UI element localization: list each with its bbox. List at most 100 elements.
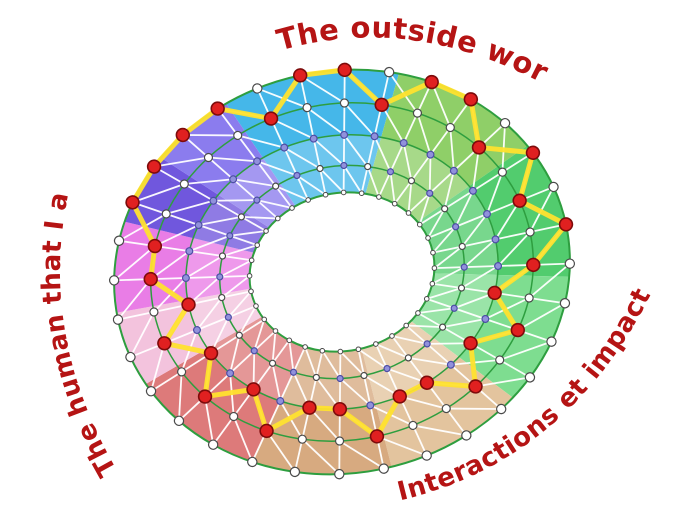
node[interactable] — [334, 436, 345, 446]
node[interactable] — [370, 132, 379, 141]
highlight-node[interactable] — [203, 345, 219, 361]
node[interactable] — [226, 232, 234, 240]
node[interactable] — [441, 403, 451, 414]
node[interactable] — [203, 152, 214, 163]
node[interactable] — [192, 326, 201, 335]
node[interactable] — [226, 369, 235, 378]
highlight-node[interactable] — [369, 429, 385, 444]
highlight-node[interactable] — [125, 195, 140, 210]
node[interactable] — [334, 468, 345, 480]
highlight-node[interactable] — [510, 322, 525, 338]
node[interactable] — [233, 130, 243, 141]
node[interactable] — [289, 368, 298, 376]
node[interactable] — [312, 373, 320, 382]
hole-node[interactable] — [337, 348, 344, 355]
hole-node[interactable] — [415, 310, 421, 316]
node[interactable] — [339, 98, 350, 108]
node[interactable] — [468, 186, 477, 195]
node[interactable] — [289, 466, 301, 478]
node[interactable] — [209, 196, 218, 205]
node[interactable] — [272, 182, 280, 190]
node[interactable] — [113, 235, 125, 246]
node[interactable] — [179, 179, 189, 189]
node[interactable] — [494, 262, 503, 271]
highlight-node[interactable] — [210, 101, 225, 116]
hole-node[interactable] — [322, 191, 329, 198]
hole-node[interactable] — [425, 235, 431, 241]
node[interactable] — [229, 175, 238, 184]
node[interactable] — [108, 275, 120, 286]
node[interactable] — [546, 336, 557, 347]
node[interactable] — [316, 164, 324, 173]
hole-node[interactable] — [305, 197, 311, 203]
hole-node[interactable] — [253, 303, 259, 309]
highlight-node[interactable] — [512, 193, 527, 208]
highlight-node[interactable] — [263, 111, 279, 126]
highlight-node[interactable] — [374, 97, 389, 113]
hole-node[interactable] — [272, 328, 279, 334]
hole-node[interactable] — [319, 347, 326, 354]
node[interactable] — [497, 167, 507, 177]
hole-node[interactable] — [275, 215, 281, 222]
node[interactable] — [194, 221, 203, 230]
node[interactable] — [280, 143, 289, 152]
node[interactable] — [450, 304, 458, 312]
hole-node[interactable] — [373, 341, 379, 347]
highlight-node[interactable] — [146, 159, 162, 174]
highlight-node[interactable] — [526, 257, 541, 273]
hole-node[interactable] — [391, 200, 398, 207]
node[interactable] — [499, 117, 511, 129]
node[interactable] — [173, 415, 185, 427]
node[interactable] — [235, 331, 243, 339]
hole-node[interactable] — [302, 344, 308, 350]
hole-node[interactable] — [423, 296, 430, 302]
node[interactable] — [445, 122, 455, 133]
node[interactable] — [253, 157, 262, 166]
node[interactable] — [421, 450, 432, 461]
hole-node[interactable] — [430, 249, 436, 256]
highlight-node[interactable] — [419, 375, 435, 390]
highlight-node[interactable] — [392, 389, 407, 404]
highlight-node[interactable] — [424, 74, 439, 90]
node[interactable] — [423, 340, 431, 348]
node[interactable] — [216, 273, 224, 281]
node[interactable] — [297, 434, 307, 444]
node[interactable] — [408, 420, 418, 431]
hole-node[interactable] — [389, 333, 395, 339]
hole-node[interactable] — [405, 210, 412, 216]
node[interactable] — [525, 227, 535, 237]
node[interactable] — [218, 252, 227, 260]
node[interactable] — [253, 196, 261, 204]
node[interactable] — [460, 263, 468, 271]
node[interactable] — [340, 161, 348, 170]
node[interactable] — [383, 364, 391, 373]
node[interactable] — [360, 371, 368, 380]
node[interactable] — [399, 138, 408, 147]
hole-node[interactable] — [254, 242, 261, 248]
hole-node[interactable] — [403, 322, 409, 329]
highlight-node[interactable] — [302, 400, 317, 415]
highlight-node[interactable] — [558, 217, 574, 232]
highlight-node[interactable] — [246, 382, 261, 397]
node[interactable] — [125, 351, 136, 363]
hole-node[interactable] — [429, 280, 436, 287]
node[interactable] — [161, 209, 171, 219]
highlight-node[interactable] — [337, 62, 352, 78]
node[interactable] — [181, 273, 190, 282]
node[interactable] — [461, 430, 472, 441]
node[interactable] — [149, 307, 159, 317]
node[interactable] — [446, 360, 455, 369]
node[interactable] — [495, 403, 507, 415]
node[interactable] — [268, 359, 277, 367]
hole-node[interactable] — [286, 337, 293, 344]
node[interactable] — [229, 411, 239, 422]
node[interactable] — [457, 284, 466, 292]
node[interactable] — [449, 166, 458, 175]
highlight-node[interactable] — [293, 68, 308, 83]
node[interactable] — [548, 181, 559, 193]
highlight-node[interactable] — [471, 140, 487, 155]
node[interactable] — [145, 386, 157, 397]
node[interactable] — [252, 83, 263, 94]
node[interactable] — [438, 323, 447, 331]
highlight-node[interactable] — [468, 379, 483, 394]
